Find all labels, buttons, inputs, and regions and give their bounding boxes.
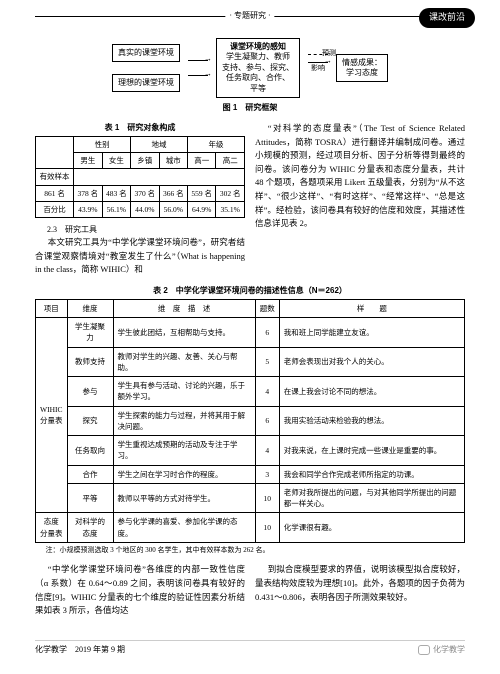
td: 5 <box>255 347 279 377</box>
th: 性别 <box>74 136 131 152</box>
td: 对科学的态度 <box>67 513 113 543</box>
td: 43.9% <box>74 201 102 217</box>
arrow-icon <box>308 62 328 63</box>
th: 城市 <box>159 153 187 169</box>
wechat-icon <box>418 645 430 655</box>
th: 年级 <box>188 136 245 152</box>
td: 4 <box>255 377 279 407</box>
th: 乡镇 <box>131 153 159 169</box>
td: 6 <box>255 318 279 348</box>
arrow-icon <box>188 75 208 76</box>
td: 平等 <box>67 483 113 513</box>
td: 我会和同学合作完成老师所指定的功课。 <box>279 465 464 483</box>
td: 老师对我所提出的问题，与对其他同学所提出的问题都一样关心。 <box>279 483 464 513</box>
box-ideal-env: 理想的课堂环境 <box>112 74 180 92</box>
box-body: 学生凝聚力、教师 支持、参与、探究、 任务取向、合作、 平等 <box>222 52 294 94</box>
td: 我用实验活动来检验我的想法。 <box>279 406 464 436</box>
td: 教师以平等的方式对待学生。 <box>113 483 255 513</box>
td: 370 名 <box>131 185 159 201</box>
section-number: 2.3 研究工具 <box>35 224 245 236</box>
header-section-label: · 专题研究 · <box>225 10 274 22</box>
th: 地域 <box>131 136 188 152</box>
td: 378 名 <box>74 185 102 201</box>
figure-caption: 图 1 研究框架 <box>35 102 465 114</box>
th: 样 题 <box>279 299 464 317</box>
table2: 项目 维度 维 度 描 述 题数 样 题 WIHIC 分量表 学生凝聚力学生彼此… <box>35 299 465 543</box>
td: 861 名 <box>36 185 74 201</box>
arrow-icon <box>188 60 208 61</box>
box-real-env: 真实的课堂环境 <box>112 44 180 62</box>
table2-caption: 表 2 中学化学课堂环境问卷的描述性信息（N＝262） <box>35 285 465 297</box>
td: 559 名 <box>188 185 216 201</box>
para-right: “对科学的态度量表”（The Test of Science Related A… <box>255 122 465 231</box>
td: 学生具有参与活动、讨论的兴趣，乐于额外学习。 <box>113 377 255 407</box>
th: 男生 <box>74 153 102 169</box>
footer-right: 化学教学 <box>433 644 465 656</box>
td: 35.1% <box>216 201 245 217</box>
box-title: 课堂环境的感知 <box>222 42 294 52</box>
table1-caption: 表 1 研究对象构成 <box>35 122 245 134</box>
bottom-para-left: “中学化学课堂环境问卷”各维度的内部一致性信度（α 系数）在 0.64～0.89… <box>35 563 245 617</box>
td: 3 <box>255 465 279 483</box>
th: 高一 <box>188 153 216 169</box>
th: 女生 <box>102 153 130 169</box>
td: 参与 <box>67 377 113 407</box>
wechat-brand: 化学教学 <box>418 644 465 656</box>
td: 10 <box>255 513 279 543</box>
td: 教师对学生的兴趣、友善、关心与帮助。 <box>113 347 255 377</box>
footer: 化学教学 2019 年第 9 期 化学教学 <box>35 640 465 656</box>
td: 483 名 <box>102 185 130 201</box>
td: 56.1% <box>102 201 130 217</box>
td: 学生之间在学习时合作的程度。 <box>113 465 255 483</box>
group-cell: WIHIC 分量表 <box>36 318 68 513</box>
td: 探究 <box>67 406 113 436</box>
td: 64.9% <box>188 201 216 217</box>
td: 任务取向 <box>67 436 113 466</box>
td: 学生凝聚力 <box>67 318 113 348</box>
td: 学生重视达成预期的活动及专注于学习。 <box>113 436 255 466</box>
th: 高二 <box>216 153 245 169</box>
td: 在课上我会讨论不同的想法。 <box>279 377 464 407</box>
td: 44.0% <box>131 201 159 217</box>
box-perception: 课堂环境的感知 学生凝聚力、教师 支持、参与、探究、 任务取向、合作、 平等 <box>216 38 300 98</box>
td: 366 名 <box>159 185 187 201</box>
framework-diagram: 真实的课堂环境 理想的课堂环境 课堂环境的感知 学生凝聚力、教师 支持、参与、探… <box>35 38 465 98</box>
table1: 性别地域年级 男生女生乡镇城市高一高二 有效样本 861 名378 名483 名… <box>35 136 245 218</box>
td: 4 <box>255 436 279 466</box>
td: 56.0% <box>159 201 187 217</box>
td: 10 <box>255 483 279 513</box>
td: 学生彼此团结，互相帮助与支持。 <box>113 318 255 348</box>
td: 我和班上同学能建立友谊。 <box>279 318 464 348</box>
td: 化学课很有趣。 <box>279 513 464 543</box>
group-cell: 态度 分量表 <box>36 513 68 543</box>
td: 学生探索的能力与过程，并将其用于解决问题。 <box>113 406 255 436</box>
td: 302 名 <box>216 185 245 201</box>
td: 对我来说，在上课时完成一些课业是重要的事。 <box>279 436 464 466</box>
td: 教师支持 <box>67 347 113 377</box>
footer-left: 化学教学 2019 年第 9 期 <box>35 644 125 656</box>
th: 题数 <box>255 299 279 317</box>
corner-badge: 课改前沿 <box>419 8 475 28</box>
td: 有效样本 <box>36 169 74 185</box>
td: 参与化学课的喜爱、参加化学课的态度。 <box>113 513 255 543</box>
table2-note: 注：小规模预测选取 3 个地区的 300 名学生，其中有效样本数为 262 名。 <box>35 545 465 556</box>
th: 维 度 描 述 <box>113 299 255 317</box>
para-left: 本文研究工具为“中学化学课堂环境问卷”，研究者结合课堂观察情境对“教室发生了什么… <box>35 236 245 277</box>
td: 百分比 <box>36 201 74 217</box>
th: 维度 <box>67 299 113 317</box>
th: 项目 <box>36 299 68 317</box>
td: 6 <box>255 406 279 436</box>
bottom-para-right: 到拟合度模型要求的界值，说明该模型拟合度较好，量表结构效度较为理想[10]。此外… <box>255 563 465 604</box>
box-outcome: 情感成果： 学习态度 <box>336 54 388 83</box>
td: 老师会表现出对我个人的关心。 <box>279 347 464 377</box>
td: 合作 <box>67 465 113 483</box>
